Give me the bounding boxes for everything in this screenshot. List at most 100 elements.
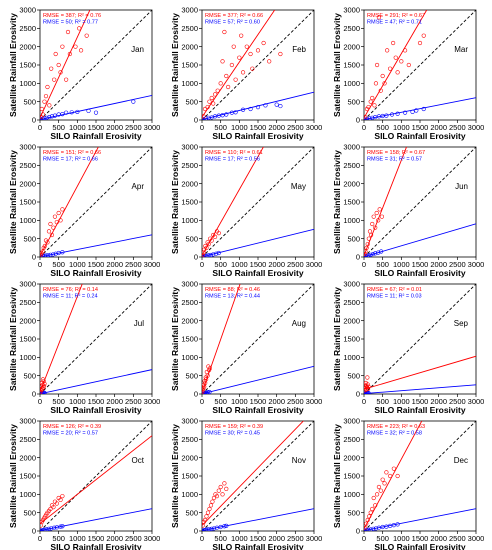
fit-line-series-a <box>364 10 428 119</box>
plot-area <box>202 147 314 257</box>
point-series-a <box>84 33 89 38</box>
y-tick-label: 1500 <box>19 335 36 344</box>
fit-line-series-b <box>40 369 152 394</box>
x-tick-label: 2000 <box>268 534 285 543</box>
month-label: Oct <box>132 456 145 465</box>
point-series-a <box>202 252 205 257</box>
point-series-a <box>399 59 404 64</box>
x-tick-label: 3000 <box>306 260 323 269</box>
stats-series-b: RMSE = 17; R² = 0.66 <box>43 157 98 163</box>
x-tick-label: 2500 <box>287 397 304 406</box>
point-series-a <box>222 29 227 35</box>
month-label: Sep <box>454 319 469 328</box>
x-axis-label: SILO Rainfall Erosivity <box>212 405 303 415</box>
point-series-a <box>382 81 387 86</box>
x-axis-label: SILO Rainfall Erosivity <box>212 542 303 550</box>
point-series-b <box>64 110 69 115</box>
x-tick-label: 1000 <box>393 123 410 132</box>
point-series-a <box>220 492 225 497</box>
point-series-a <box>240 70 246 75</box>
plot-area <box>40 10 152 120</box>
point-series-a <box>214 494 220 499</box>
point-series-a <box>239 33 244 38</box>
point-series-a <box>206 242 211 247</box>
x-tick-label: 2500 <box>125 534 142 543</box>
x-tick-label: 0 <box>38 534 42 543</box>
y-axis-label: Satellite Rainfall Erosivity <box>170 13 180 117</box>
month-label: Feb <box>292 45 306 54</box>
point-series-a <box>244 44 249 49</box>
x-axis-label: SILO Rainfall Erosivity <box>374 405 465 415</box>
x-tick-label: 1500 <box>250 123 267 132</box>
fit-line-series-b <box>364 384 476 394</box>
fit-line-series-a <box>202 10 276 118</box>
y-tick-label: 2500 <box>343 161 360 170</box>
x-tick-label: 2000 <box>106 123 123 132</box>
x-tick-label: 1000 <box>69 123 86 132</box>
one-to-one-line <box>202 284 314 394</box>
x-tick-label: 1500 <box>88 260 105 269</box>
point-series-b <box>421 106 426 112</box>
point-series-a <box>374 62 380 68</box>
point-series-b <box>255 105 261 110</box>
y-tick-label: 3000 <box>343 417 360 426</box>
x-tick-label: 0 <box>362 260 366 269</box>
plot-frame <box>363 283 477 395</box>
y-axis-label: Satellite Rainfall Erosivity <box>8 150 18 254</box>
fit-line-series-b <box>364 508 476 531</box>
y-axis-label: Satellite Rainfall Erosivity <box>8 13 18 117</box>
x-axis-label: SILO Rainfall Erosivity <box>374 268 465 278</box>
y-tick-label: 1500 <box>19 472 36 481</box>
y-tick-label: 500 <box>23 508 36 517</box>
point-series-a <box>377 207 382 212</box>
x-axis-label: SILO Rainfall Erosivity <box>50 542 141 550</box>
y-tick-label: 0 <box>194 253 198 262</box>
point-series-a <box>364 388 367 393</box>
point-series-a <box>385 48 390 53</box>
fit-line-series-a <box>202 284 241 393</box>
x-tick-label: 0 <box>38 123 42 132</box>
point-series-a <box>60 207 65 212</box>
stats-series-a: RMSE = 126; R² = 0.39 <box>43 424 101 430</box>
x-tick-label: 500 <box>52 260 65 269</box>
x-tick-label: 2000 <box>268 123 285 132</box>
x-tick-label: 1000 <box>231 534 248 543</box>
y-tick-label: 0 <box>194 527 198 536</box>
y-tick-label: 2000 <box>181 316 198 325</box>
point-series-a <box>237 55 242 60</box>
point-series-b <box>402 110 408 115</box>
plot-area <box>364 10 476 120</box>
x-tick-label: 1500 <box>88 534 105 543</box>
y-tick-label: 3000 <box>181 280 198 289</box>
x-tick-label: 1500 <box>250 534 267 543</box>
fit-line-series-a <box>40 435 152 525</box>
one-to-one-line <box>364 421 476 531</box>
point-series-a <box>207 99 212 104</box>
stats-series-b: RMSE = 57; R² = 0.60 <box>205 20 260 26</box>
point-series-a <box>60 44 65 49</box>
x-tick-label: 0 <box>200 260 204 269</box>
plot-area <box>364 147 476 257</box>
y-tick-label: 2500 <box>19 161 36 170</box>
x-tick-label: 500 <box>52 123 65 132</box>
fit-line-series-a <box>364 421 423 530</box>
plot-area <box>364 421 476 531</box>
y-tick-label: 2500 <box>19 24 36 33</box>
y-tick-label: 3000 <box>343 280 360 289</box>
point-series-a <box>48 506 53 512</box>
x-tick-label: 0 <box>362 534 366 543</box>
stats-series-b: RMSE = 47; R² = 0.71 <box>367 20 422 26</box>
x-tick-label: 500 <box>52 534 65 543</box>
x-tick-label: 3000 <box>468 534 485 543</box>
y-tick-label: 500 <box>347 371 360 380</box>
point-series-a <box>56 62 61 68</box>
stats-series-a: RMSE = 387; R² = 0.76 <box>43 13 101 19</box>
x-tick-label: 500 <box>214 123 227 132</box>
point-series-a <box>370 221 375 227</box>
stats-series-b: RMSE = 13; R² = 0.44 <box>205 294 260 300</box>
month-label: Jan <box>131 45 144 54</box>
one-to-one-line <box>202 421 314 531</box>
y-tick-label: 1000 <box>19 490 36 499</box>
